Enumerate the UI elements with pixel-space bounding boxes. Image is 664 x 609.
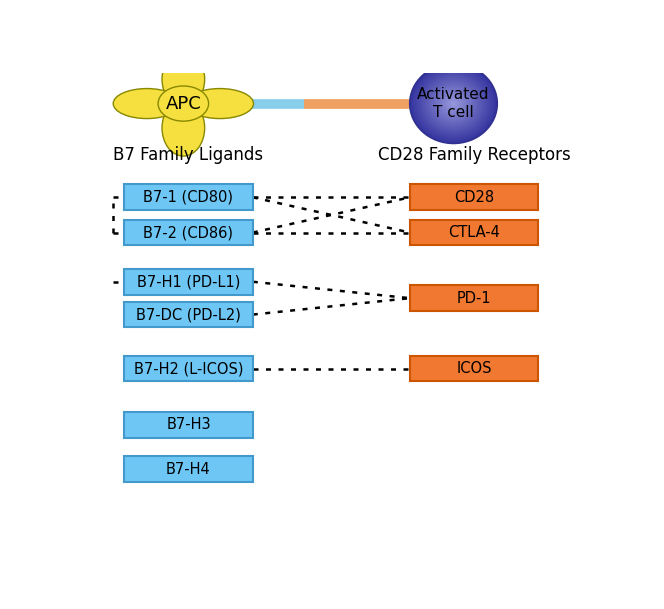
Circle shape [432,83,475,124]
Circle shape [438,89,469,118]
Text: ICOS: ICOS [456,361,492,376]
Text: B7-1 (CD80): B7-1 (CD80) [143,190,234,205]
Circle shape [449,100,458,108]
Circle shape [423,76,484,132]
Circle shape [414,68,493,139]
Text: Activated
T cell: Activated T cell [417,87,490,120]
Ellipse shape [158,86,208,121]
FancyBboxPatch shape [410,185,539,210]
Circle shape [430,82,477,125]
Circle shape [426,79,481,129]
Circle shape [413,66,494,141]
Text: B7 Family Ligands: B7 Family Ligands [114,146,264,164]
Text: CD28: CD28 [454,190,494,205]
Circle shape [420,73,487,134]
FancyBboxPatch shape [410,356,539,381]
Circle shape [436,88,471,119]
Circle shape [451,101,456,106]
Ellipse shape [162,100,205,156]
Circle shape [410,64,497,143]
Circle shape [440,91,467,116]
Text: APC: APC [165,94,201,113]
Circle shape [429,81,478,126]
Text: B7-2 (CD86): B7-2 (CD86) [143,225,234,240]
Circle shape [442,93,465,114]
Ellipse shape [186,88,254,119]
Circle shape [445,96,462,111]
Circle shape [444,94,463,113]
FancyBboxPatch shape [124,220,253,245]
FancyBboxPatch shape [410,220,539,245]
Circle shape [448,98,459,109]
FancyBboxPatch shape [124,356,253,381]
Text: B7-H1 (PD-L1): B7-H1 (PD-L1) [137,274,240,289]
Ellipse shape [162,51,205,107]
FancyBboxPatch shape [124,456,253,482]
Circle shape [427,80,480,127]
Text: B7-H3: B7-H3 [166,417,210,432]
FancyBboxPatch shape [124,269,253,295]
Text: CD28 Family Receptors: CD28 Family Receptors [378,146,570,164]
Text: B7-H2 (L-ICOS): B7-H2 (L-ICOS) [133,361,243,376]
Circle shape [418,72,489,135]
Circle shape [446,97,461,110]
Circle shape [433,85,474,122]
Circle shape [434,86,473,121]
Text: PD-1: PD-1 [457,290,491,306]
Text: B7-DC (PD-L2): B7-DC (PD-L2) [136,307,241,322]
Circle shape [452,102,455,105]
FancyBboxPatch shape [124,301,253,328]
FancyBboxPatch shape [410,285,539,311]
Ellipse shape [114,88,181,119]
Circle shape [439,90,468,117]
Text: CTLA-4: CTLA-4 [448,225,500,240]
FancyBboxPatch shape [124,185,253,210]
Circle shape [411,65,496,142]
Text: B7-H4: B7-H4 [166,462,211,477]
Circle shape [422,74,485,133]
Circle shape [416,69,491,138]
FancyBboxPatch shape [124,412,253,438]
Circle shape [417,71,490,137]
Circle shape [424,77,483,130]
